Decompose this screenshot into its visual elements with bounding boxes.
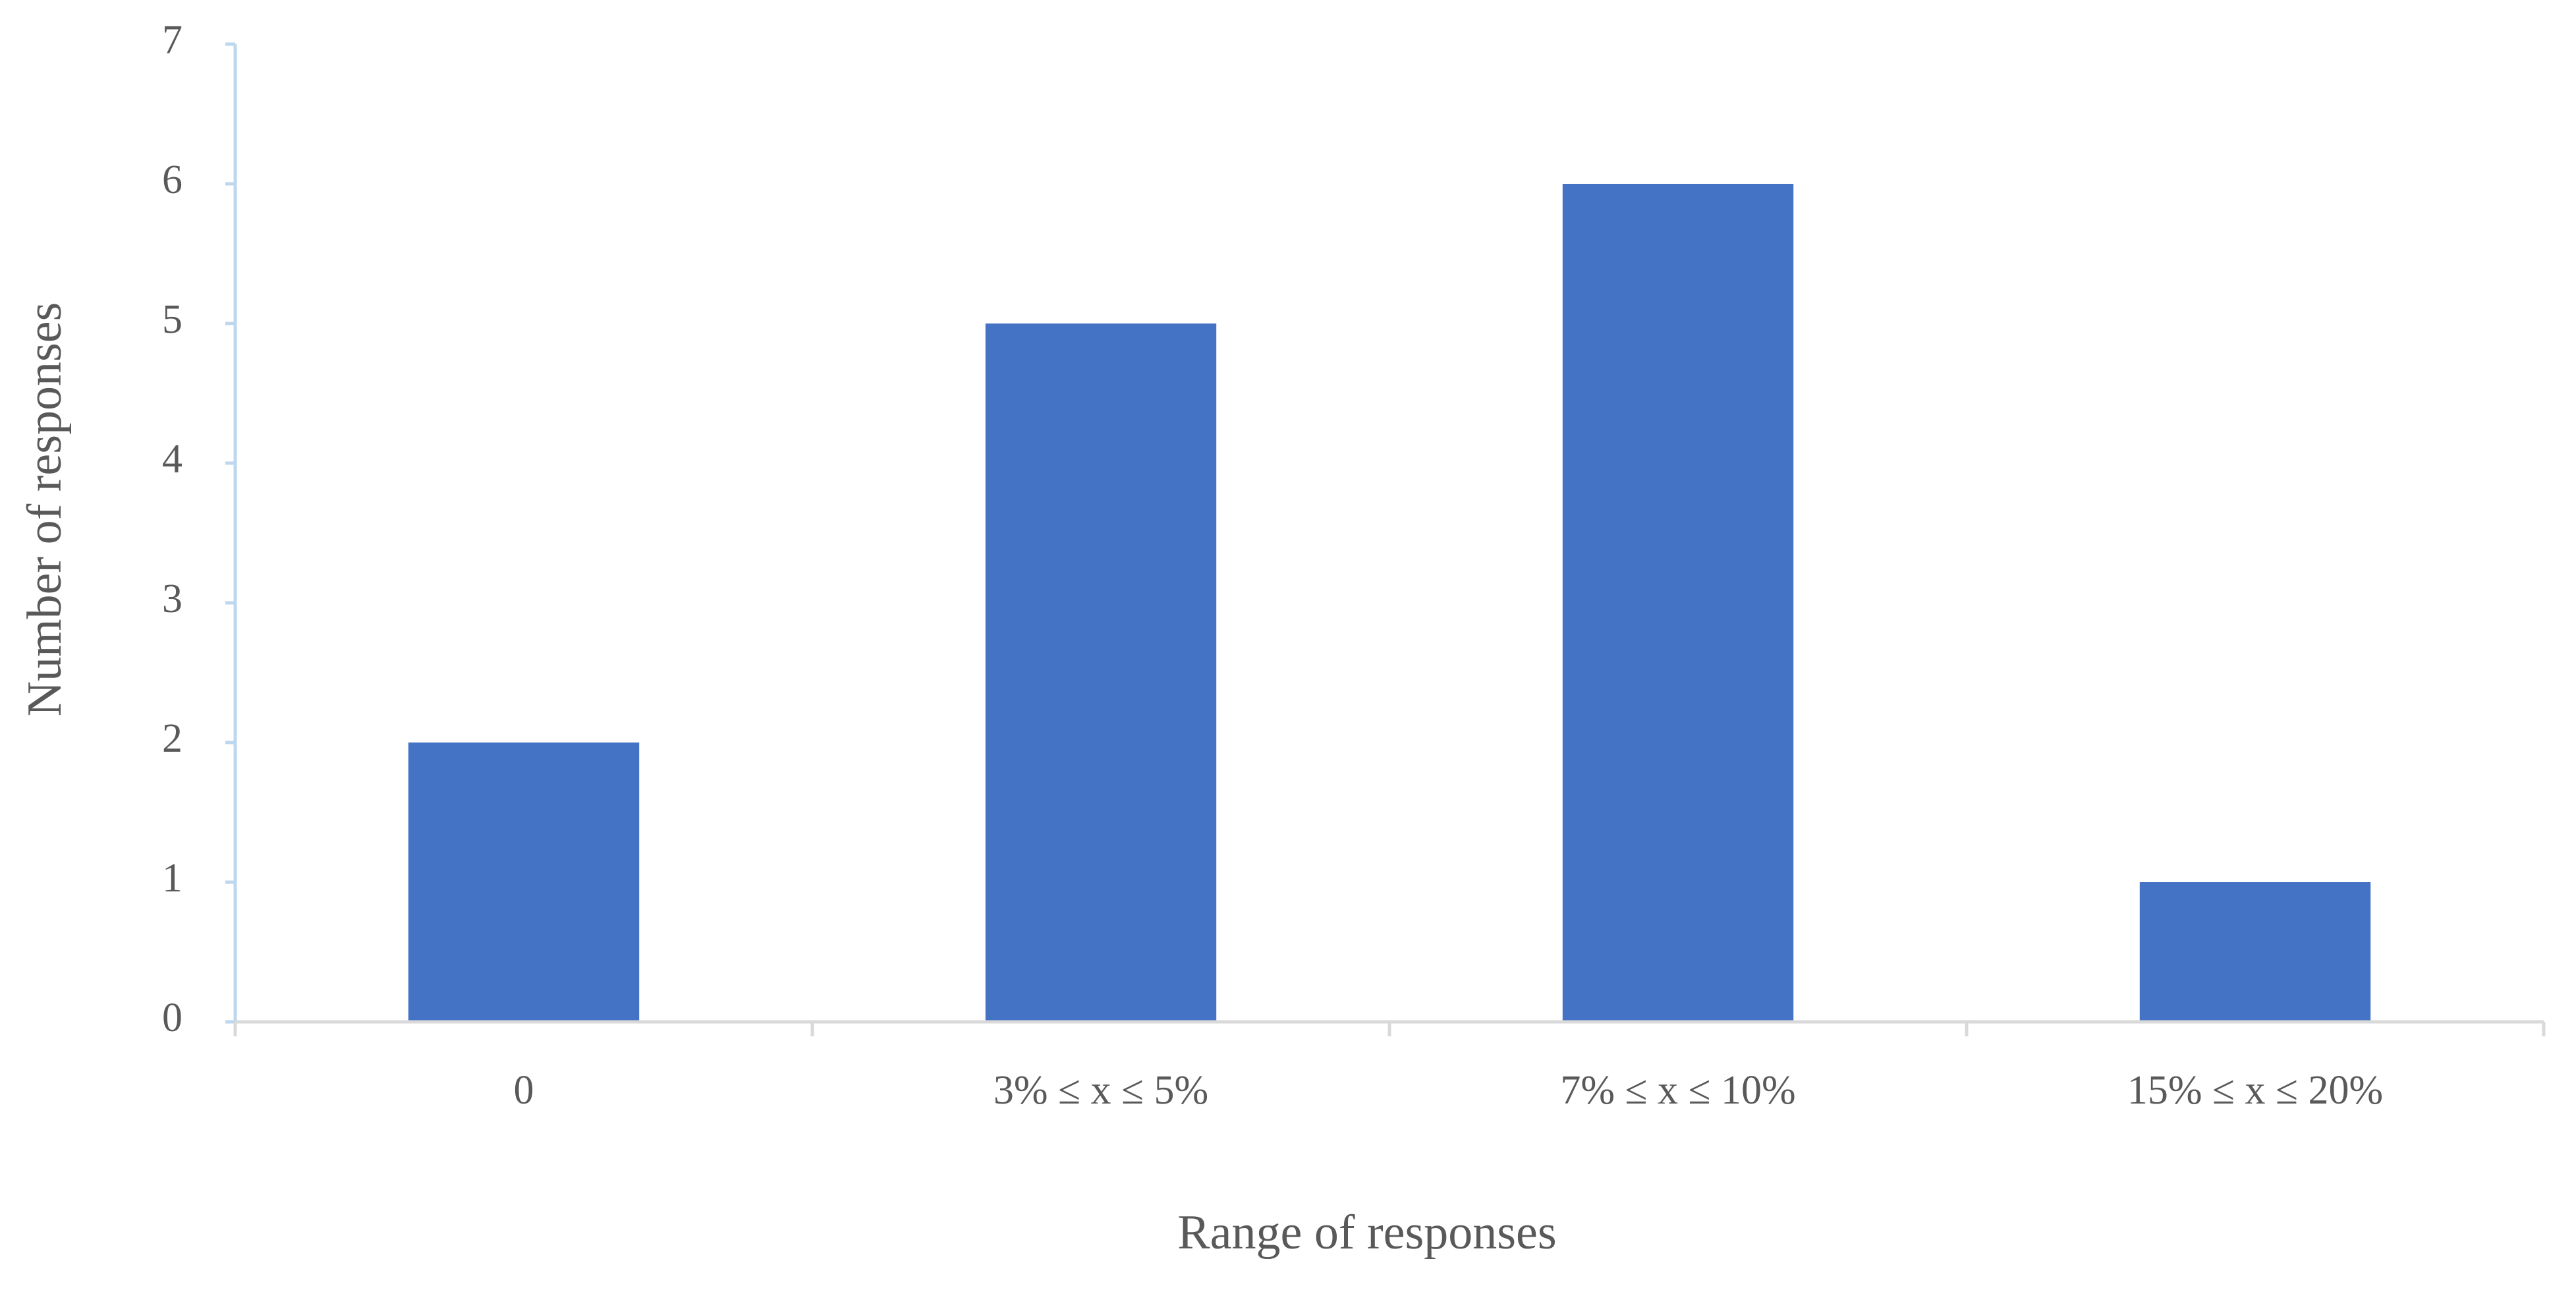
- x-axis-title: Range of responses: [1177, 1206, 1556, 1260]
- bar: [2139, 882, 2371, 1022]
- bar: [1562, 184, 1794, 1022]
- y-tick-label: 2: [162, 716, 182, 761]
- y-tick-label: 0: [162, 996, 182, 1040]
- x-tick-label: 15% ≤ x ≤ 20%: [2127, 1068, 2383, 1113]
- x-tick-label: 0: [514, 1068, 534, 1113]
- y-axis-title: Number of responses: [18, 302, 72, 717]
- bar: [408, 743, 640, 1022]
- bar: [985, 323, 1217, 1022]
- y-tick-label: 3: [162, 576, 182, 621]
- y-tick-label: 4: [162, 437, 182, 482]
- x-tick-label: 7% ≤ x ≤ 10%: [1560, 1068, 1795, 1113]
- y-tick-label: 5: [162, 297, 182, 342]
- y-tick-label: 6: [162, 157, 182, 202]
- y-tick-label: 7: [162, 18, 182, 63]
- y-tick-label: 1: [162, 856, 182, 901]
- x-tick-label: 3% ≤ x ≤ 5%: [994, 1068, 1208, 1113]
